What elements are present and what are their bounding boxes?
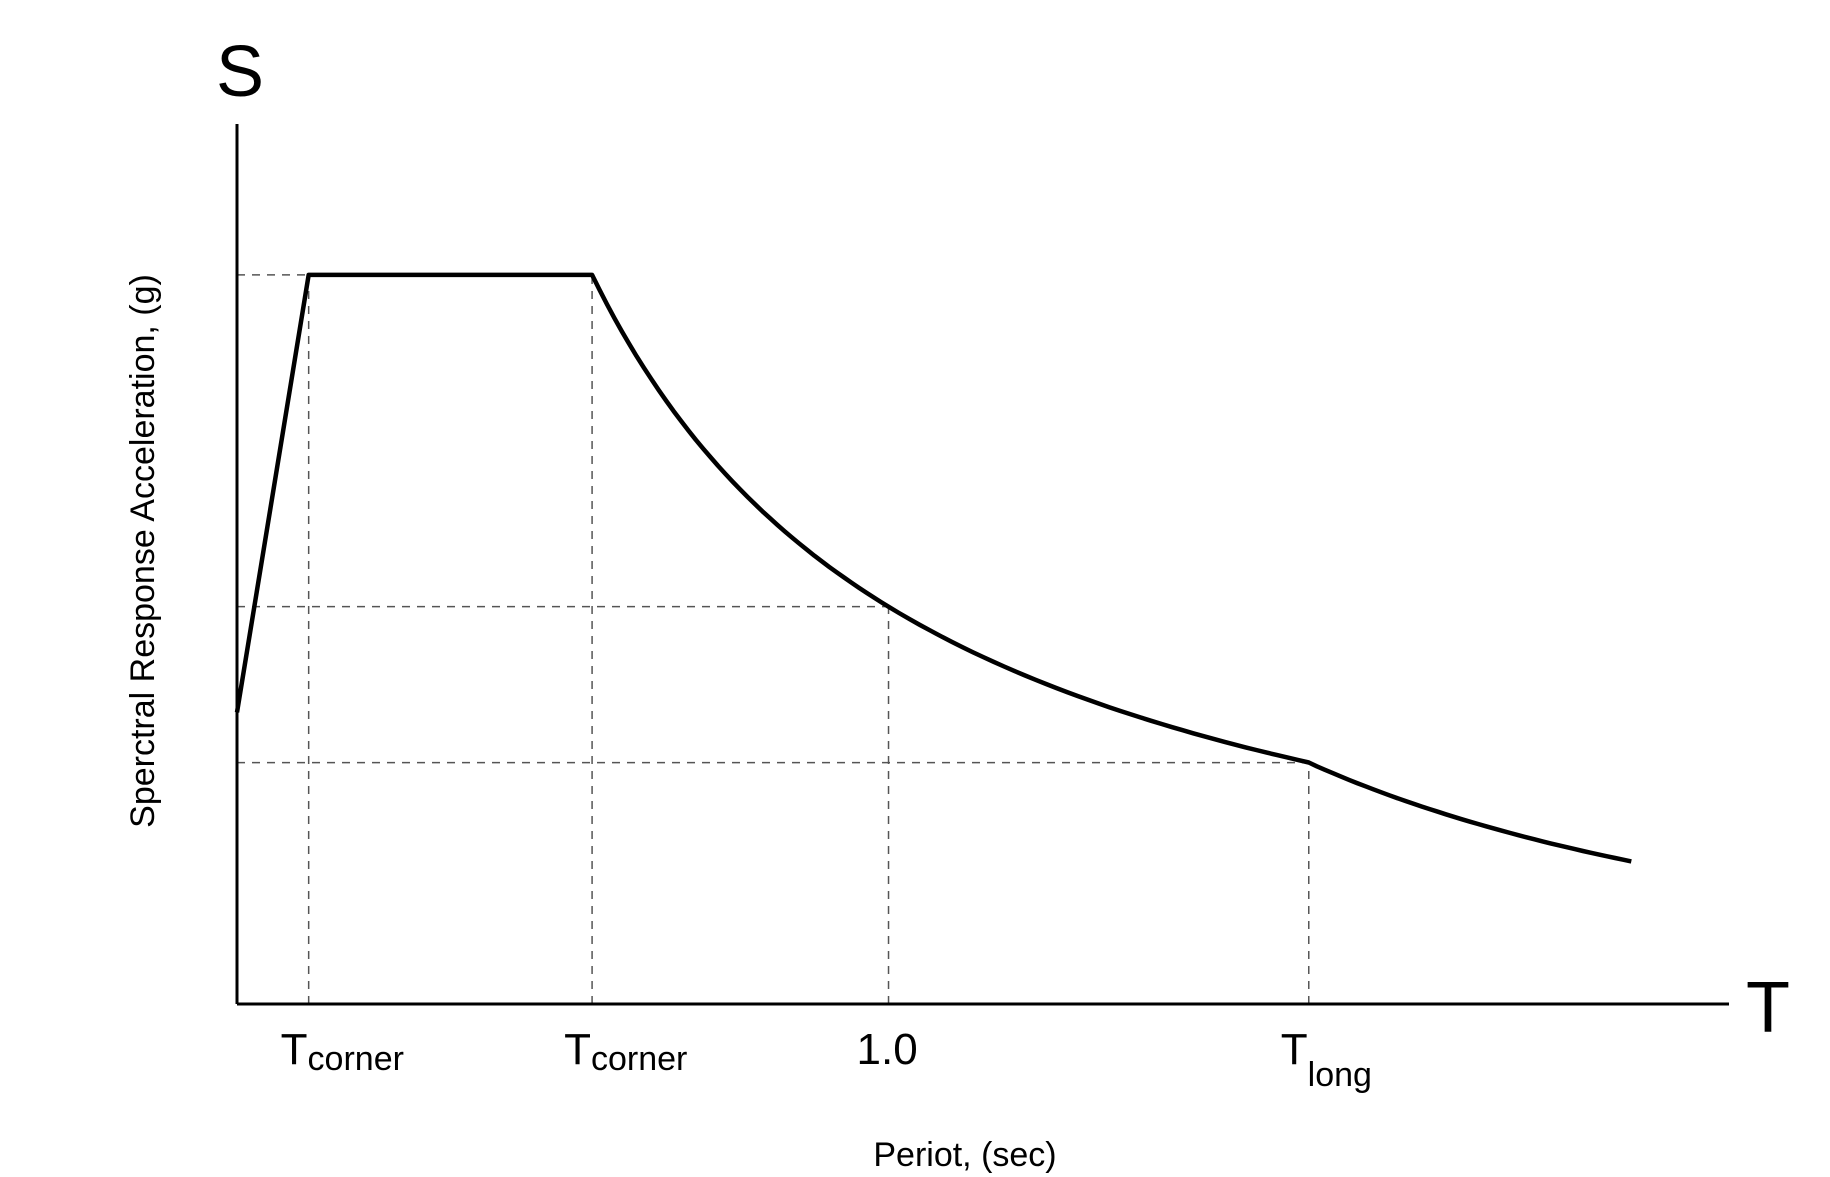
x-tick-label: Tcorner	[281, 1025, 404, 1078]
tick-subscript: corner	[308, 1040, 404, 1078]
x-tick-label: 1.0	[857, 1025, 918, 1074]
x-tick-labels: Tcorner Tcorner 1.0 Tlong	[281, 1025, 1372, 1094]
y-axis-title: Sperctral Response Acceleration, (g)	[124, 274, 162, 828]
x-axis-title: Periot, (sec)	[873, 1136, 1056, 1174]
tick-main: 1.0	[857, 1025, 918, 1074]
reference-lines	[237, 274, 1310, 1004]
tick-main: T	[564, 1025, 591, 1074]
y-axis-symbol: S	[216, 32, 264, 112]
x-tick-label: Tcorner	[564, 1025, 687, 1078]
tick-main: T	[281, 1025, 308, 1074]
tick-main: T	[1281, 1025, 1308, 1074]
tick-subscript: corner	[591, 1040, 687, 1078]
x-tick-label: Tlong	[1281, 1025, 1372, 1094]
x-axis-symbol: T	[1746, 968, 1790, 1048]
spectrum-curve	[234, 272, 1632, 864]
tick-subscript: long	[1308, 1056, 1372, 1094]
